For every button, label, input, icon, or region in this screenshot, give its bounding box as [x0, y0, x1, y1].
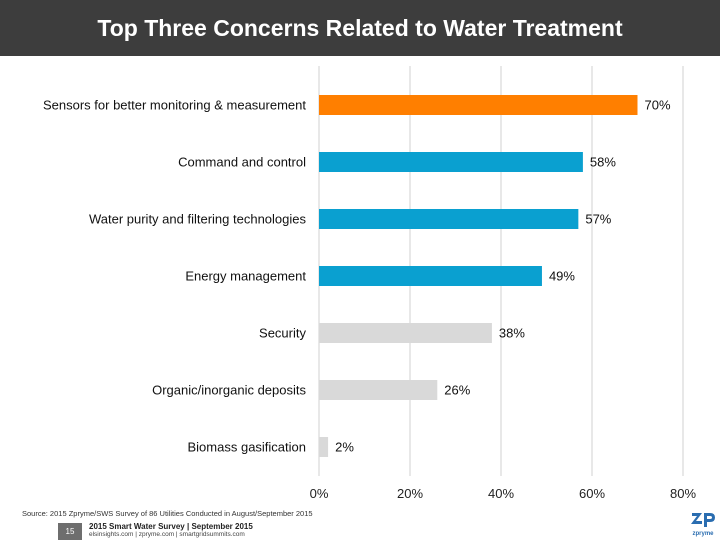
category-label: Command and control	[178, 155, 306, 170]
data-label: 49%	[549, 269, 575, 284]
zpryme-logo-icon	[691, 513, 715, 527]
bar	[319, 95, 638, 115]
footer-title: 2015 Smart Water Survey | September 2015	[89, 522, 253, 531]
footer-links: elsinsights.com | zpryme.com | smartgrid…	[89, 531, 245, 538]
x-tick-label: 20%	[397, 486, 423, 501]
category-label: Biomass gasification	[188, 440, 307, 455]
data-label: 26%	[444, 383, 470, 398]
data-label: 38%	[499, 326, 525, 341]
bar	[319, 437, 329, 457]
bar	[319, 323, 492, 343]
category-label: Water purity and filtering technologies	[89, 212, 307, 227]
category-label: Energy management	[185, 269, 306, 284]
data-label: 58%	[590, 155, 616, 170]
logo-text: zpryme	[692, 531, 714, 537]
x-tick-label: 0%	[310, 486, 329, 501]
bar	[319, 152, 583, 172]
x-tick-label: 80%	[670, 486, 696, 501]
slide-title: Top Three Concerns Related to Water Trea…	[97, 14, 623, 41]
bar	[319, 266, 542, 286]
category-label: Security	[259, 326, 306, 341]
title-bar: Top Three Concerns Related to Water Trea…	[0, 0, 720, 56]
x-tick-label: 60%	[579, 486, 605, 501]
zpryme-logo: zpryme	[688, 511, 718, 539]
bar	[319, 209, 579, 229]
data-label: 70%	[645, 98, 671, 113]
x-tick-label: 40%	[488, 486, 514, 501]
bar-chart: 0% 20% 40% 60% 80% Sensors for better monitor…	[43, 66, 696, 501]
data-label: 2%	[335, 440, 354, 455]
data-label: 57%	[585, 212, 611, 227]
footer: 15 2015 Smart Water Survey | September 2…	[0, 513, 720, 540]
bar	[319, 380, 438, 400]
category-label: Organic/inorganic deposits	[152, 383, 306, 398]
source-note: Source: 2015 Zpryme/SWS Survey of 86 Uti…	[22, 509, 313, 518]
category-label: Sensors for better monitoring & measurem…	[43, 98, 306, 113]
page-number: 15	[58, 523, 82, 540]
